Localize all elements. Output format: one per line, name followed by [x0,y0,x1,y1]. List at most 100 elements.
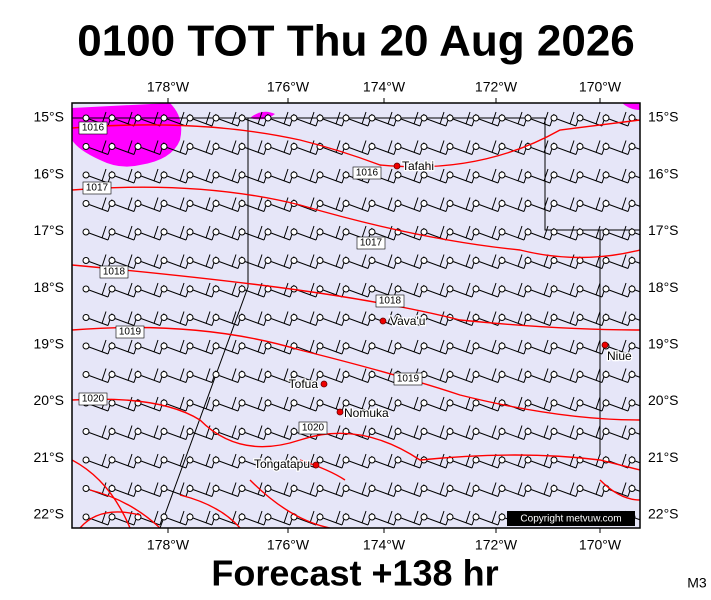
barb-station [498,257,506,264]
barb-station [264,371,272,378]
barb-station [82,257,90,264]
barb-station [628,428,636,435]
place-name: Tafahi [402,159,434,173]
isobar-label-box [78,121,108,135]
barb-station [264,228,272,236]
barb-station [290,228,298,236]
barb-station [420,342,428,350]
barb-station [238,114,246,122]
barb-station [186,399,194,407]
barb-station [186,114,194,122]
barb-station [108,285,116,293]
barb-station [238,171,246,179]
barb-station [576,257,584,264]
barb-station [212,257,220,264]
barb-station [316,171,324,179]
isobar-label-box [393,372,423,386]
barb-station [160,143,168,150]
barb-station [524,428,532,435]
barb-station [186,200,194,207]
barb-station [160,257,168,264]
barb-station [316,314,324,321]
barb-station [498,485,506,492]
barb-station [576,485,584,492]
barb-station [186,342,194,350]
barb-station [498,342,506,350]
barb-station [108,456,116,464]
barb-station [628,228,636,236]
barb-station [290,314,298,321]
barb-station [446,228,454,236]
barb-station [420,143,428,150]
place-dot [393,162,401,170]
barb-station [368,513,376,521]
barb-station [550,342,558,350]
barb-station [160,428,168,435]
barb-station [212,513,220,521]
place-dot [601,341,609,349]
barb-station [394,114,402,122]
barb-station [576,342,584,350]
barb-station [628,143,636,150]
barb-station [134,171,142,179]
barb-station [108,371,116,378]
barb-station [394,342,402,350]
barb-station [238,456,246,464]
place-dot [379,317,387,325]
barb-station [550,399,558,407]
barb-station [602,428,610,435]
barb-station [264,143,272,150]
barb-station [524,171,532,179]
barb-station [134,456,142,464]
barb-station [602,143,610,150]
barb-station [238,200,246,207]
place-name: Nomuka [344,406,389,420]
barb-station [290,428,298,435]
lon-label: 174°W [363,79,406,95]
barb-station [264,399,272,407]
barb-station [290,456,298,464]
barb-station [420,485,428,492]
barb-station [628,171,636,179]
barb-station [576,114,584,122]
barb [634,147,640,150]
barb-station [134,428,142,435]
barb [634,403,640,407]
barb-station [602,114,610,122]
barb-station [160,456,168,464]
barb [634,175,640,179]
lon-label: 176°W [267,79,310,95]
barb-station [524,114,532,122]
barb-station [160,314,168,321]
isobar-label-box [352,166,382,180]
barb-station [160,342,168,350]
barb [634,517,640,521]
barb-station [264,171,272,179]
barb-station [576,285,584,293]
barb-station [524,257,532,264]
barb-station [368,485,376,492]
barb-station [316,485,324,492]
title: 0100 TOT Thu 20 Aug 2026 [77,17,635,66]
barb-station [264,314,272,321]
barb-station [238,399,246,407]
barb-station [368,143,376,150]
barb-station [264,114,272,122]
isobar-label: 1020 [302,423,325,434]
lat-label: 20°S [33,392,64,408]
barb-station [628,485,636,492]
barb-station [394,143,402,150]
isobar-label-box [375,294,405,308]
barb-station [186,314,194,321]
barb-station [290,399,298,407]
place-name: Vava'u [390,314,425,328]
barb-station [550,228,558,236]
lat-label: 21°S [648,449,679,465]
barb-station [264,428,272,435]
barb-station [368,399,376,407]
barb-station [394,285,402,293]
barb-station [446,257,454,264]
barb-station [186,257,194,264]
barb-station [446,399,454,407]
